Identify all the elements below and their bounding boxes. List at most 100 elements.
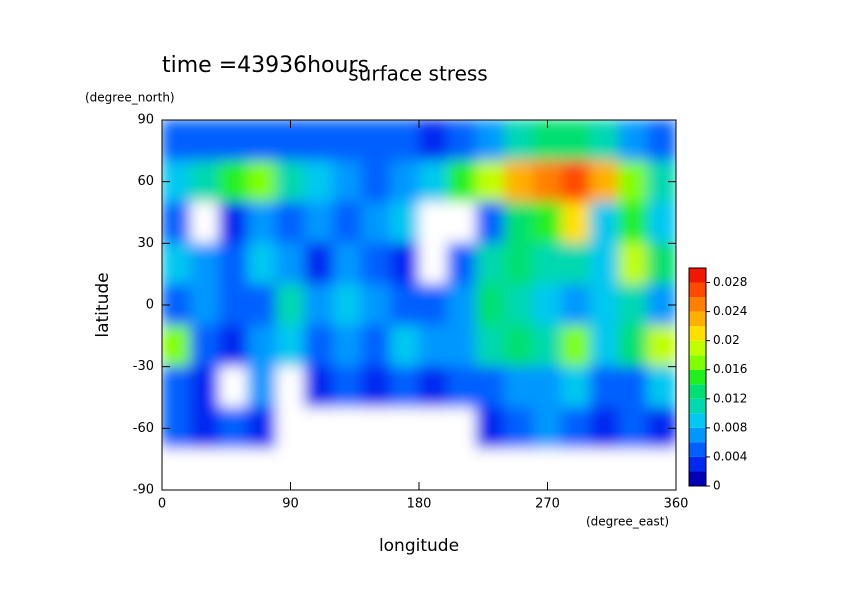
cell: [475, 283, 506, 327]
x-tick-label: 270: [535, 497, 560, 512]
cell: [218, 283, 249, 327]
y-tick-label: 90: [137, 113, 154, 128]
cell: [218, 325, 249, 368]
colorbar-band: [689, 355, 706, 370]
y-tick-label: 0: [146, 298, 154, 313]
cell: [618, 366, 648, 409]
cell: [646, 448, 676, 490]
colorbar-tick-label: 0.012: [713, 391, 747, 405]
cell: [504, 366, 534, 409]
cell: [447, 120, 477, 162]
colorbar-band: [689, 369, 706, 385]
cell: [447, 325, 477, 368]
cell: [475, 325, 506, 368]
cell: [504, 201, 534, 244]
cell: [275, 407, 306, 450]
cell: [275, 242, 306, 285]
chart-title: surface stress: [348, 62, 487, 86]
colorbar-band: [689, 398, 706, 414]
cell: [361, 407, 391, 450]
cell: [275, 325, 306, 368]
cell: [361, 120, 391, 162]
cell: [162, 325, 192, 368]
cell: [646, 325, 676, 368]
cell: [504, 283, 534, 327]
cell: [361, 366, 391, 409]
cell: [332, 120, 363, 162]
cell: [247, 325, 277, 368]
cell: [190, 366, 220, 409]
colorbar-tick-label: 0.02: [713, 333, 740, 347]
y-tick-label: 60: [137, 174, 154, 189]
cell: [561, 283, 591, 327]
colorbar-tick-label: 0.024: [713, 304, 747, 318]
cell: [361, 242, 391, 285]
cell: [532, 283, 563, 327]
colorbar-band: [689, 297, 706, 312]
cell: [475, 160, 506, 203]
cell: [304, 325, 334, 368]
cell: [589, 160, 620, 203]
cell: [532, 160, 563, 203]
y-tick-label: 30: [137, 236, 154, 251]
colorbar-band: [689, 413, 706, 428]
cell: [247, 201, 277, 244]
cell: [275, 366, 306, 409]
cell: [190, 325, 220, 368]
cell: [561, 120, 591, 162]
cell: [218, 242, 249, 285]
cell: [247, 283, 277, 327]
cell: [418, 160, 449, 203]
colorbar-frame: [688, 267, 707, 487]
cell: [589, 325, 620, 368]
x-tick-label: 90: [282, 497, 299, 512]
cell: [504, 407, 534, 450]
cell: [418, 201, 449, 244]
cell: [332, 407, 363, 450]
cell: [561, 448, 591, 490]
colorbar-band: [689, 427, 706, 443]
cell: [561, 407, 591, 450]
colorbar-band: [689, 340, 706, 356]
cell: [418, 366, 449, 409]
cell: [332, 448, 363, 490]
cell: [475, 120, 506, 162]
cell: [646, 201, 676, 244]
cell: [218, 201, 249, 244]
cell: [389, 242, 420, 285]
cell: [304, 366, 334, 409]
cell: [275, 201, 306, 244]
cell: [475, 201, 506, 244]
cell: [618, 448, 648, 490]
cell: [532, 201, 563, 244]
cell: [389, 120, 420, 162]
cell: [190, 448, 220, 490]
cell: [332, 366, 363, 409]
x-tick-label: 360: [664, 497, 689, 512]
cell: [447, 201, 477, 244]
x-axis-label: longitude: [379, 536, 459, 556]
cell: [190, 283, 220, 327]
cell: [561, 366, 591, 409]
y-tick-label: -60: [133, 421, 154, 436]
cell: [418, 242, 449, 285]
cell: [190, 120, 220, 162]
cell: [589, 201, 620, 244]
cell: [447, 366, 477, 409]
colorbar-band: [689, 282, 706, 298]
cell: [475, 448, 506, 490]
colorbar-tick-label: 0.008: [713, 420, 747, 434]
cell: [561, 242, 591, 285]
cell: [475, 242, 506, 285]
cell: [218, 407, 249, 450]
cell: [475, 407, 506, 450]
colorbar-band: [689, 268, 706, 283]
cell: [418, 120, 449, 162]
cell: [504, 448, 534, 490]
cell: [589, 242, 620, 285]
cell: [447, 448, 477, 490]
colorbar-band: [689, 311, 706, 327]
cell: [275, 283, 306, 327]
colorbar-tick-label: 0.028: [713, 275, 747, 289]
cell: [618, 160, 648, 203]
